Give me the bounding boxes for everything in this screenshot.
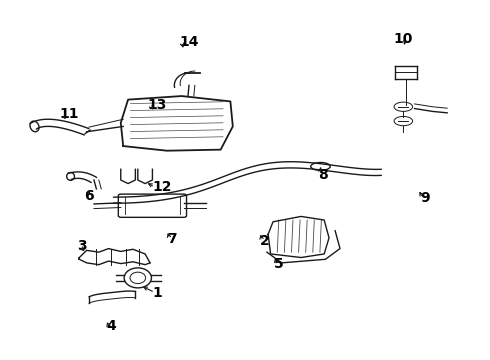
Text: 7: 7 [167,232,177,246]
Text: 3: 3 [77,239,87,253]
Text: 1: 1 [152,285,162,300]
Text: 6: 6 [84,189,94,203]
Text: 9: 9 [420,191,430,205]
Text: 4: 4 [106,319,116,333]
Text: 13: 13 [147,98,167,112]
Text: 12: 12 [152,180,172,194]
Text: 11: 11 [60,107,79,121]
Text: 10: 10 [393,32,413,46]
Text: 2: 2 [260,234,270,248]
Text: 5: 5 [274,257,284,271]
Text: 8: 8 [318,168,328,182]
Text: 14: 14 [179,36,199,49]
